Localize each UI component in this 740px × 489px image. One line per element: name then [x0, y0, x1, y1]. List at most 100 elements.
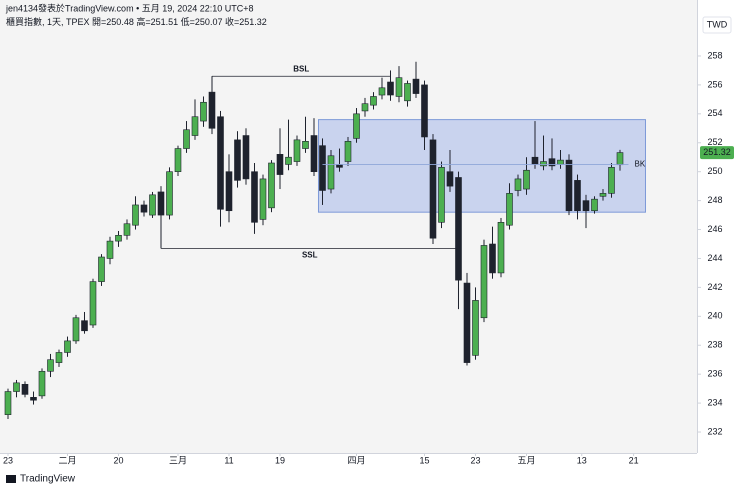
y-tick-label: 238: [707, 340, 722, 350]
last-price-box: [700, 146, 734, 160]
candle-body: [319, 145, 326, 191]
candle-body: [310, 135, 318, 172]
candle-body: [336, 164, 343, 168]
candle-body: [115, 235, 122, 242]
candle-body: [514, 178, 522, 191]
candle-body: [446, 171, 454, 187]
candle-body: [540, 161, 547, 167]
currency-box: [702, 16, 732, 34]
y-tick-label: 244: [707, 253, 722, 263]
candle-body: [268, 162, 275, 209]
candle-body: [64, 340, 71, 353]
candle-body: [200, 101, 207, 122]
x-tick-label: 13: [577, 455, 587, 465]
candle-body: [157, 191, 165, 216]
candle-body: [472, 300, 479, 356]
x-tick-label: 四月: [347, 455, 365, 465]
candle-body: [13, 382, 20, 392]
currency: TWD: [707, 19, 728, 29]
candle-body: [30, 397, 37, 401]
candle-body: [557, 159, 564, 165]
y-tick-label: 246: [707, 224, 722, 234]
candle-body: [404, 83, 411, 102]
candle-body: [166, 171, 173, 216]
candle-body: [582, 200, 590, 212]
x-tick-label: 21: [629, 455, 639, 465]
ohlc-value: 250.07: [195, 17, 223, 27]
ohlc-label: 收=: [225, 16, 239, 27]
candle-body: [438, 167, 445, 223]
candle-body: [72, 317, 80, 342]
candle-body: [395, 77, 403, 97]
ohlc-value: 251.51: [151, 17, 179, 27]
candle-body: [463, 282, 471, 363]
candle-body: [565, 159, 573, 212]
candle-body: [251, 171, 258, 223]
brand: TradingView: [6, 474, 76, 485]
y-tick-label: 250: [707, 166, 722, 176]
candle-body: [174, 148, 182, 172]
zone: [317, 119, 646, 213]
candle-body: [293, 139, 301, 162]
candle-body: [302, 141, 309, 149]
candle-body: [217, 116, 224, 210]
candle-body: [370, 96, 377, 106]
candle-body: [285, 156, 292, 165]
candle-body: [47, 359, 54, 372]
brand-name: TradingView: [20, 474, 76, 485]
ohlc-label: 高=: [136, 16, 150, 27]
candle-body: [21, 383, 29, 395]
candle-body: [123, 223, 131, 236]
y-tick-label: 236: [707, 369, 722, 379]
candle-body: [574, 180, 581, 212]
candle-body: [98, 256, 105, 282]
x-tick-label: 11: [224, 455, 233, 465]
candle-body: [183, 129, 190, 149]
candle-body: [480, 245, 488, 319]
y-tick-label: 234: [707, 397, 722, 407]
author-line: jen4134發表於TradingView.com • 五月 19, 2024 …: [5, 2, 254, 13]
candle-body: [89, 281, 97, 326]
candle-body: [599, 193, 607, 197]
candle-body: [259, 178, 267, 220]
ohlc-value: 250.48: [106, 17, 134, 27]
level-label: BK: [634, 160, 645, 169]
y-tick-label: 240: [707, 311, 722, 321]
candle-body: [191, 116, 199, 136]
candle-body: [531, 156, 539, 165]
y-tick-label: 232: [707, 426, 722, 436]
candle-body: [208, 91, 216, 129]
candle-body: [497, 222, 505, 274]
candle-body: [429, 139, 437, 239]
y-tick-label: 248: [707, 195, 722, 205]
candle-body: [353, 113, 360, 139]
symbol-legend: 櫃買指數, 1天, TPEX 開=250.48 高=251.51 低=250.0…: [6, 16, 267, 27]
x-tick-label: 五月: [517, 455, 535, 465]
candle-body: [234, 139, 241, 181]
candle-body: [38, 370, 46, 397]
plot-background: [0, 0, 697, 453]
ohlc-label: 開=: [92, 17, 106, 27]
level-label: SSL: [302, 250, 318, 259]
x-tick-label: 20: [113, 455, 123, 465]
last-price-label: 251.32: [703, 147, 731, 157]
candle-body: [344, 141, 352, 162]
candle-body: [327, 155, 335, 190]
candle-body: [225, 171, 233, 212]
level-label: BSL: [293, 64, 309, 73]
candle-body: [455, 177, 462, 281]
x-tick-label: 19: [275, 455, 285, 465]
candle-body: [132, 204, 139, 226]
candle-body: [106, 240, 114, 259]
candle-body: [387, 81, 394, 96]
x-tick-label: 二月: [58, 455, 76, 465]
candle-body: [421, 84, 428, 138]
candle-body: [242, 135, 250, 180]
x-tick-label: 三月: [169, 455, 187, 465]
y-tick-label: 258: [707, 50, 722, 60]
candle-body: [4, 391, 12, 415]
candle-body: [548, 158, 556, 167]
candle-body: [489, 243, 496, 274]
candle-body: [616, 152, 624, 166]
